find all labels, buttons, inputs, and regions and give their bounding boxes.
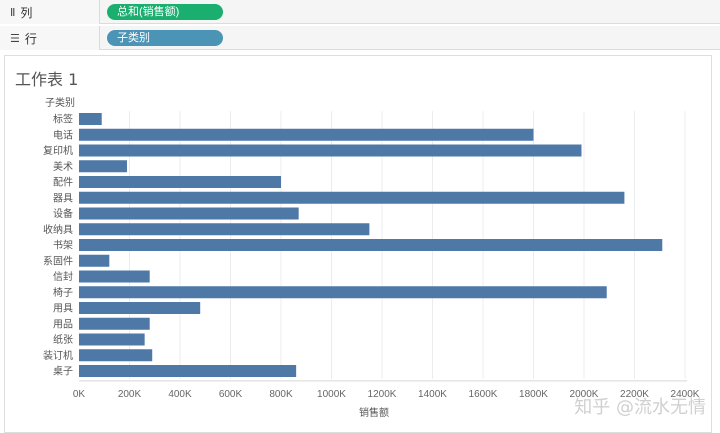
columns-icon: Ⅱ︎: [10, 5, 16, 19]
x-tick-label: 1400K: [418, 389, 447, 400]
bar: [79, 113, 102, 125]
bar: [79, 365, 297, 377]
x-tick-label: 800K: [269, 389, 293, 400]
bar: [79, 302, 201, 314]
category-label: 电话: [53, 128, 73, 141]
rows-icon: ☰: [10, 31, 20, 45]
x-tick-label: 1600K: [469, 389, 498, 400]
x-tick-label: 2000K: [570, 389, 599, 400]
category-label: 用具: [53, 303, 73, 315]
bar: [79, 349, 153, 362]
bar: [79, 333, 145, 346]
bar: [79, 207, 299, 220]
bar-chart: 子类别标签电话复印机美术配件器具设备收纳具书架系固件信封椅子用具用品纸张装订机桌…: [43, 96, 700, 419]
category-label: 用品: [53, 318, 73, 330]
worksheet: 工作表 1 子类别标签电话复印机美术配件器具设备收纳具书架系固件信封椅子用具用品…: [4, 55, 712, 433]
bar: [79, 191, 625, 204]
category-label: 桌子: [53, 365, 73, 378]
row-header: 子类别: [45, 96, 75, 109]
columns-shelf: Ⅱ︎ 列 总和(销售额): [0, 0, 720, 24]
bar: [79, 160, 127, 173]
x-tick-label: 200K: [118, 389, 142, 400]
bar: [79, 176, 281, 188]
bar: [79, 144, 582, 157]
watermark: 知乎 @流水无情: [574, 397, 706, 418]
x-tick-label: 0K: [73, 389, 86, 400]
sheet-title: 工作表 1: [15, 70, 79, 89]
category-label: 装订机: [43, 349, 73, 362]
category-label: 配件: [53, 177, 73, 189]
bar: [79, 239, 663, 251]
x-tick-label: 1000K: [317, 389, 346, 400]
category-label: 书架: [53, 240, 73, 252]
columns-shelf-label: Ⅱ︎ 列: [0, 0, 100, 24]
category-label: 标签: [53, 113, 73, 126]
bar: [79, 254, 110, 267]
x-tick-label: 600K: [219, 389, 243, 400]
x-tick-label: 400K: [168, 389, 192, 400]
category-label: 收纳具: [43, 223, 73, 236]
rows-shelf-label: ☰ 行: [0, 26, 100, 50]
sum-sales-pill[interactable]: 总和(销售额): [107, 4, 223, 20]
subcategory-pill[interactable]: 子类别: [107, 30, 223, 46]
x-tick-label: 1200K: [368, 389, 397, 400]
x-tick-label: 1800K: [519, 389, 548, 400]
x-tick-label: 2200K: [620, 389, 649, 400]
category-label: 复印机: [43, 144, 73, 157]
category-label: 信封: [53, 270, 73, 283]
category-label: 纸张: [53, 333, 73, 346]
bar: [79, 128, 534, 141]
rows-label-text: 行: [24, 31, 37, 46]
columns-label-text: 列: [20, 5, 33, 20]
category-label: 系固件: [43, 255, 73, 267]
category-label: 美术: [53, 160, 73, 173]
bar: [79, 223, 370, 236]
x-tick-label: 2400K: [671, 389, 700, 400]
bar: [79, 270, 150, 283]
bar: [79, 286, 607, 299]
rows-shelf: ☰ 行 子类别: [0, 26, 720, 50]
x-axis-title: 销售额: [359, 406, 389, 419]
bar: [79, 317, 150, 330]
category-label: 椅子: [53, 286, 73, 299]
category-label: 设备: [53, 207, 73, 220]
category-label: 器具: [53, 192, 73, 204]
